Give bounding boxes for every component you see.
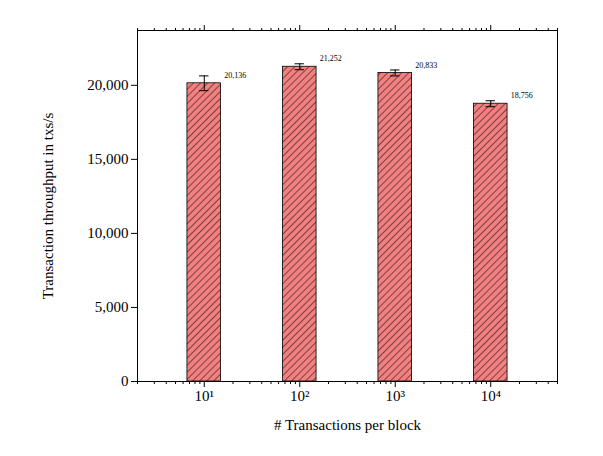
svg-text:10²: 10² [290,388,310,404]
svg-text:10,000: 10,000 [87,225,128,241]
svg-text:0: 0 [121,373,129,389]
svg-text:15,000: 15,000 [87,151,128,167]
svg-text:10¹: 10¹ [195,388,215,404]
svg-text:20,000: 20,000 [87,77,128,93]
svg-text:Transaction throughput in txs/: Transaction throughput in txs/s [40,113,56,300]
svg-text:10³: 10³ [385,388,405,404]
svg-text:21,252: 21,252 [320,54,342,63]
svg-text:18,756: 18,756 [511,91,533,100]
svg-text:20,833: 20,833 [415,61,437,70]
svg-text:5,000: 5,000 [95,299,129,315]
svg-text:20,136: 20,136 [224,71,246,80]
svg-text:10⁴: 10⁴ [481,388,501,404]
svg-text:# Transactions per block: # Transactions per block [274,417,422,433]
